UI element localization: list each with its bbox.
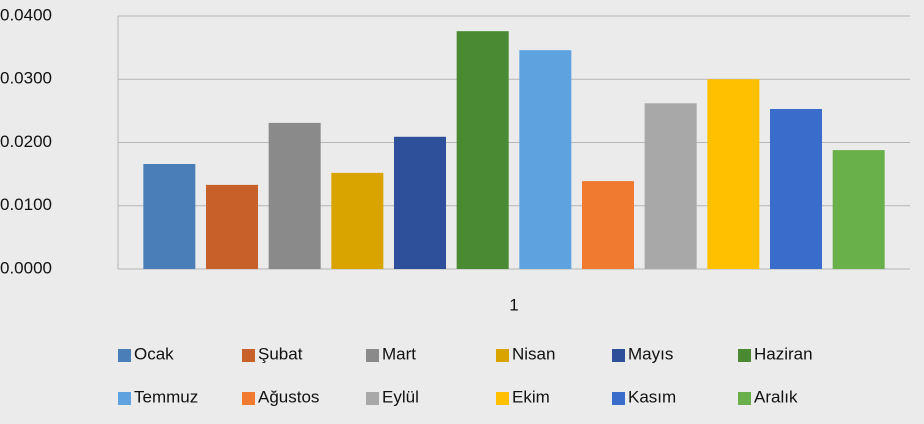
legend-label: Şubat (258, 344, 303, 363)
bar (832, 150, 885, 269)
legend-swatch (242, 349, 255, 362)
legend-label: Kasım (628, 387, 676, 406)
legend-label: Eylül (382, 387, 419, 406)
legend-swatch (118, 392, 131, 405)
x-tick-label: 1 (509, 295, 518, 314)
bar (331, 172, 384, 269)
legend-label: Mayıs (628, 344, 673, 363)
y-tick-label: 0.0000 (0, 258, 52, 277)
bar (769, 108, 823, 269)
legend-swatch (366, 392, 379, 405)
legend-swatch (496, 392, 509, 405)
legend-swatch (612, 392, 625, 405)
legend-label: Haziran (754, 344, 813, 363)
bar (456, 31, 509, 270)
legend-swatch (118, 349, 131, 362)
legend-swatch (496, 349, 509, 362)
bar (268, 122, 321, 269)
bar (519, 50, 572, 269)
y-tick-label: 0.0300 (0, 69, 52, 88)
legend-swatch (242, 392, 255, 405)
legend-label: Aralık (754, 387, 798, 406)
bar (393, 136, 447, 269)
bar (205, 184, 259, 269)
bar (143, 164, 196, 269)
legend-swatch (738, 349, 751, 362)
bar (581, 181, 635, 269)
legend-label: Mart (382, 344, 416, 363)
legend-label: Ağustos (258, 387, 319, 406)
y-tick-label: 0.0100 (0, 195, 52, 214)
legend-swatch (612, 349, 625, 362)
legend-swatch (738, 392, 751, 405)
legend-label: Nisan (512, 344, 555, 363)
y-tick-label: 0.0400 (0, 5, 52, 24)
legend-swatch (366, 349, 379, 362)
y-tick-label: 0.0200 (0, 132, 52, 151)
legend-label: Temmuz (134, 387, 198, 406)
legend-label: Ekim (512, 387, 550, 406)
legend-label: Ocak (134, 344, 174, 363)
bar (644, 103, 697, 269)
bar (707, 79, 760, 269)
